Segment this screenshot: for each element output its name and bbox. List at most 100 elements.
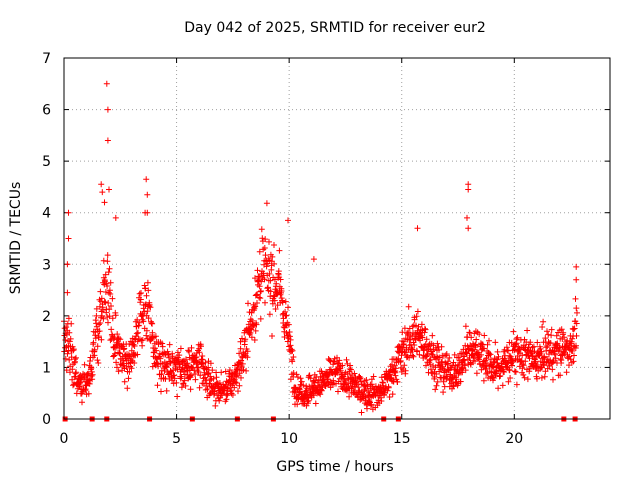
data-point — [97, 320, 104, 326]
data-point — [312, 400, 319, 407]
data-point — [139, 342, 146, 349]
data-point — [131, 360, 138, 366]
data-point — [98, 295, 105, 302]
data-point — [427, 356, 434, 363]
data-point — [298, 378, 305, 385]
data-point — [497, 372, 504, 379]
data-point — [235, 388, 241, 395]
data-point — [289, 347, 296, 354]
data-point — [521, 374, 528, 381]
data-point — [464, 214, 470, 221]
data-point — [450, 383, 457, 390]
data-point — [548, 326, 555, 333]
data-point — [257, 295, 264, 302]
data-point — [478, 366, 485, 373]
data-point — [245, 300, 251, 307]
data-point — [141, 308, 148, 315]
data-point — [91, 352, 98, 359]
data-point — [120, 346, 127, 353]
data-point — [244, 354, 251, 361]
data-point — [93, 312, 100, 319]
data-point — [166, 341, 173, 348]
data-point — [569, 335, 576, 342]
data-point — [259, 235, 266, 242]
data-point — [512, 369, 519, 375]
data-point — [414, 308, 421, 315]
data-point — [96, 321, 102, 328]
data-point — [99, 307, 106, 313]
data-point — [104, 283, 111, 289]
data-point — [178, 373, 185, 380]
data-point — [287, 342, 294, 349]
data-point — [414, 225, 421, 232]
data-point — [492, 339, 499, 346]
data-point — [426, 357, 433, 364]
data-point — [368, 381, 375, 388]
data-point — [196, 384, 203, 391]
data-point — [399, 329, 406, 336]
data-point — [261, 245, 268, 251]
data-point — [529, 344, 536, 351]
data-point — [394, 379, 401, 385]
data-point — [305, 397, 312, 404]
data-point — [550, 376, 556, 383]
data-point — [267, 277, 274, 284]
data-point — [411, 342, 418, 348]
data-point — [114, 364, 120, 371]
data-point — [434, 340, 441, 347]
data-point — [236, 382, 243, 389]
data-point — [462, 367, 469, 374]
data-point — [85, 390, 92, 397]
data-point — [202, 359, 209, 366]
data-point — [106, 265, 113, 272]
data-point — [289, 358, 296, 365]
data-point — [389, 391, 396, 398]
data-point — [494, 348, 501, 355]
data-point — [273, 280, 280, 287]
data-point — [539, 324, 546, 330]
data-point — [253, 321, 260, 328]
y-tick-label: 1 — [42, 360, 51, 376]
chart-title: Day 042 of 2025, SRMTID for receiver eur… — [184, 20, 486, 36]
data-point — [216, 380, 223, 386]
data-point — [356, 375, 363, 382]
data-point — [63, 367, 70, 374]
data-point — [370, 373, 377, 380]
data-point — [65, 315, 72, 322]
data-point — [85, 380, 92, 387]
data-point — [553, 332, 560, 339]
data-point — [91, 346, 98, 353]
data-point — [409, 352, 416, 359]
data-point — [483, 365, 490, 372]
data-point — [258, 288, 264, 294]
data-point — [386, 394, 393, 400]
data-point — [159, 343, 166, 350]
data-point — [216, 397, 223, 404]
data-point — [125, 375, 132, 382]
data-point — [195, 368, 202, 375]
data-point — [223, 396, 230, 403]
data-point — [181, 377, 188, 384]
data-point — [405, 329, 412, 336]
data-point — [381, 389, 388, 396]
data-point — [79, 399, 85, 406]
data-point — [406, 354, 413, 361]
data-point — [481, 332, 488, 339]
data-point — [346, 393, 353, 400]
data-point — [105, 319, 111, 326]
data-point — [149, 329, 156, 336]
data-point — [140, 318, 147, 325]
data-point — [257, 288, 264, 295]
data-point — [541, 373, 548, 380]
data-point — [552, 351, 558, 358]
data-point — [440, 389, 447, 396]
data-point — [171, 375, 178, 382]
data-point — [534, 375, 540, 382]
data-point — [293, 371, 300, 378]
y-tick-label: 2 — [42, 309, 51, 325]
data-point — [410, 353, 417, 360]
data-point — [330, 377, 337, 384]
data-point — [256, 283, 263, 290]
data-point — [392, 372, 399, 379]
data-point — [534, 339, 541, 346]
